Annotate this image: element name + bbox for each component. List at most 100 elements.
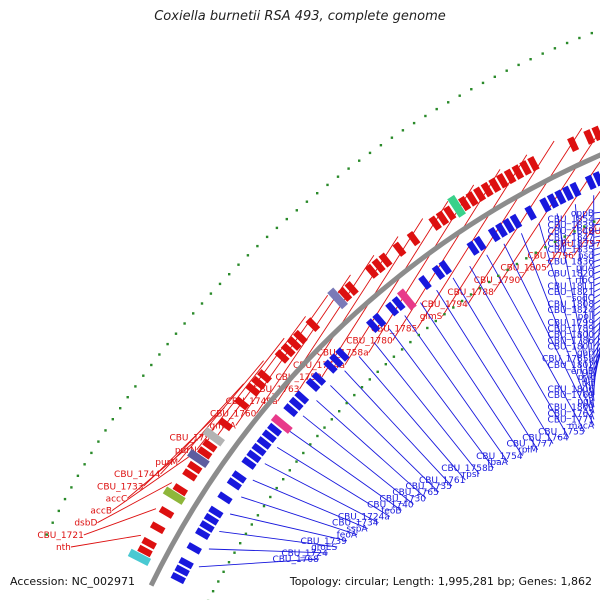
position-dot [200, 302, 204, 305]
position-dot [166, 342, 169, 346]
reverse-feature [256, 436, 272, 450]
position-dot [565, 41, 569, 45]
reverse-gene-label: sodC [572, 294, 594, 304]
position-dot [265, 235, 269, 239]
reverse-gene-connector [252, 479, 368, 530]
reverse-gene-label: CBU_1820 [548, 270, 595, 280]
forward-feature [197, 446, 213, 460]
position-dot [563, 235, 566, 238]
forward-feature [202, 438, 218, 453]
forward-feature [245, 382, 261, 397]
position-dot [45, 533, 48, 536]
position-dot [97, 440, 100, 443]
position-dot [83, 463, 86, 466]
reverse-feature [170, 571, 186, 585]
position-dot [150, 363, 153, 367]
forward-feature [378, 252, 393, 268]
forward-feature [280, 342, 296, 358]
reverse-gene-label: CBU_1754 [476, 452, 523, 462]
feature-block [202, 427, 225, 447]
forward-feature [503, 168, 517, 185]
reverse-gene-label: CBU_1777 [507, 440, 553, 450]
forward-feature [337, 286, 353, 302]
reverse-gene-label: CBU_1762 [548, 409, 594, 419]
position-dot [400, 348, 404, 351]
forward-feature [519, 160, 532, 176]
position-dot [384, 363, 387, 366]
position-dot [57, 509, 60, 513]
forward-gene-label: glmS [420, 312, 443, 322]
reverse-gene-label: CBU_1799 [548, 318, 595, 328]
position-dot [126, 396, 129, 399]
reverse-gene-label: pgk [577, 397, 594, 407]
forward-feature [488, 177, 502, 193]
position-dot [119, 407, 122, 410]
position-dot [541, 52, 544, 55]
forward-gene-label: accB [90, 507, 112, 517]
reverse-gene-label: sspA [346, 525, 368, 535]
forward-gene-label: CBU_1733 [97, 482, 143, 492]
forward-feature [496, 172, 509, 189]
reverse-feature [288, 396, 304, 411]
forward-feature [591, 125, 600, 142]
reverse-feature [186, 542, 202, 555]
forward-gene-label: CBU_1721 [37, 531, 83, 541]
forward-gene-connector [97, 482, 173, 524]
reverse-feature [305, 377, 321, 393]
reverse-gene-label: gap [577, 349, 594, 359]
reverse-gene-label: CBU_1821 [548, 288, 594, 298]
reverse-feature [539, 197, 552, 213]
position-dot [360, 386, 364, 389]
reverse-feature [199, 520, 215, 533]
reverse-gene-label: CBU_1806 [548, 385, 595, 395]
forward-feature [172, 483, 189, 497]
forward-feature [511, 164, 525, 180]
reverse-gene-label: tkt [582, 379, 595, 389]
forward-feature [406, 230, 421, 247]
reverse-feature [524, 205, 537, 221]
position-dot [142, 374, 145, 377]
feature-block [162, 486, 186, 505]
forward-gene-label: CBU_1797 [555, 239, 600, 249]
reverse-feature [231, 470, 247, 484]
position-dot [493, 75, 496, 78]
reverse-gene-label: CBU_1808 [548, 300, 595, 310]
forward-gene-label: CBU_1788 [447, 288, 494, 298]
position-dot [239, 542, 242, 545]
forward-feature [457, 195, 472, 212]
reverse-gene-connector [198, 558, 319, 568]
position-dot [417, 333, 420, 337]
reverse-feature [195, 527, 211, 541]
forward-gene-connector [83, 508, 157, 536]
reverse-gene-connector [593, 317, 600, 390]
forward-gene-label: CBU_1752 [275, 373, 321, 383]
position-dot [478, 287, 482, 290]
reverse-feature [174, 564, 190, 577]
position-dot [256, 244, 259, 248]
position-dot [111, 418, 114, 421]
reverse-gene-connector [556, 213, 595, 408]
forward-feature [305, 317, 321, 333]
position-dot [174, 332, 178, 335]
forward-feature [583, 129, 596, 145]
position-dot [217, 580, 220, 583]
reverse-gene-connector [276, 447, 391, 517]
reverse-gene-label: CBU_1802 [548, 361, 594, 371]
reverse-feature [418, 275, 432, 291]
position-dot [593, 220, 596, 223]
reverse-gene-connector [289, 431, 402, 511]
position-dot [353, 393, 356, 397]
forward-gene-connector [344, 201, 449, 366]
position-dot [345, 401, 348, 405]
reverse-gene-connector [436, 289, 539, 450]
reverse-feature [208, 505, 224, 519]
reverse-feature [372, 312, 387, 328]
position-dot [76, 474, 80, 477]
position-dot [256, 514, 260, 517]
reverse-gene-label: CBU_1724 [281, 549, 328, 559]
position-dot [244, 532, 248, 535]
reverse-feature [246, 449, 262, 464]
position-dot [452, 306, 455, 309]
position-dot [469, 293, 473, 296]
forward-feature [480, 181, 494, 198]
